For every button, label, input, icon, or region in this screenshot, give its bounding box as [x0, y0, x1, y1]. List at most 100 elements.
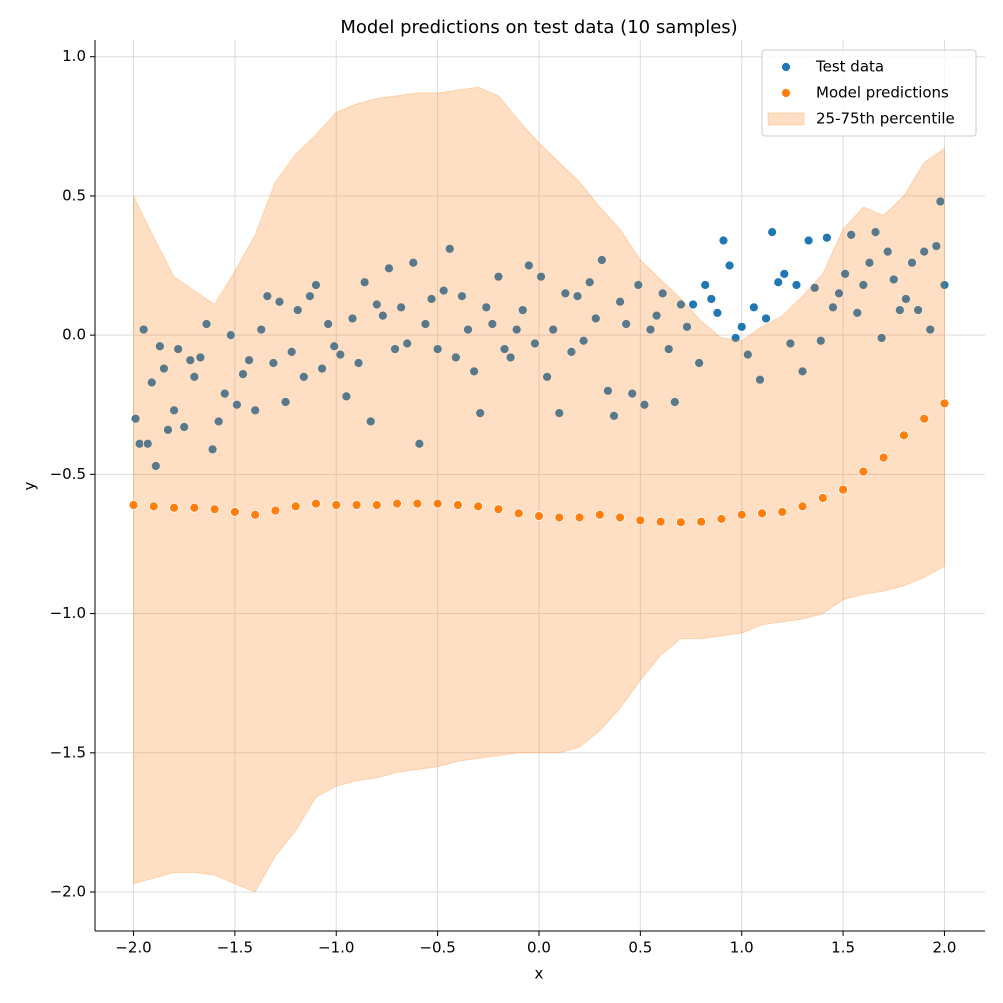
y-tick-label: −2.0: [50, 883, 86, 901]
data-point: [250, 405, 261, 416]
data-point: [718, 235, 729, 246]
data-point: [517, 305, 528, 315]
data-point: [432, 344, 443, 354]
data-point: [864, 257, 875, 268]
data-point: [755, 374, 765, 385]
data-point: [773, 277, 784, 288]
data-point: [838, 484, 848, 495]
data-point: [870, 227, 881, 238]
data-point: [189, 502, 200, 513]
data-point: [163, 424, 173, 435]
data-point: [487, 319, 498, 329]
data-point: [840, 268, 851, 279]
data-point: [696, 516, 707, 527]
data-point: [351, 500, 362, 510]
x-tick-label: −1.0: [318, 939, 354, 957]
data-point: [473, 501, 484, 512]
data-point: [657, 288, 668, 299]
data-point: [878, 452, 889, 463]
legend-box: [761, 49, 977, 137]
data-point: [724, 260, 735, 271]
data-point: [907, 257, 917, 268]
data-point: [130, 413, 141, 424]
data-point: [195, 352, 206, 363]
data-point: [138, 324, 149, 335]
legend-marker: [767, 112, 805, 126]
data-point: [834, 288, 844, 299]
data-point: [590, 313, 601, 324]
data-point: [736, 321, 747, 332]
data-point: [402, 338, 413, 349]
data-point: [229, 507, 240, 517]
data-point: [554, 408, 565, 419]
data-point: [329, 341, 340, 352]
data-point: [414, 438, 425, 449]
data-point: [244, 355, 254, 366]
data-point: [913, 305, 923, 315]
data-point: [925, 324, 936, 335]
data-point: [815, 335, 826, 346]
data-point: [493, 504, 504, 515]
data-point: [185, 355, 196, 366]
data-point: [365, 416, 376, 427]
data-point: [511, 324, 522, 335]
legend-marker: [781, 88, 791, 98]
data-point: [499, 344, 510, 354]
data-point: [475, 408, 486, 419]
data-point: [566, 346, 577, 357]
data-point: [584, 277, 595, 288]
data-point: [142, 438, 153, 449]
data-point: [682, 321, 692, 332]
data-point: [639, 399, 650, 410]
data-point: [280, 397, 291, 407]
data-point: [635, 515, 646, 526]
data-point: [712, 307, 723, 318]
data-point: [505, 352, 516, 363]
data-point: [767, 227, 778, 238]
data-point: [169, 405, 179, 416]
data-point: [817, 493, 828, 503]
data-point: [578, 335, 589, 346]
x-tick-label: 0.0: [527, 939, 551, 957]
data-point: [542, 372, 552, 382]
data-point: [716, 514, 727, 524]
data-point: [803, 235, 814, 246]
data-point: [821, 232, 832, 243]
data-point: [371, 500, 382, 510]
legend-marker: [781, 62, 791, 72]
data-point: [560, 288, 571, 299]
data-point: [189, 372, 200, 382]
data-point: [392, 498, 402, 509]
data-point: [939, 398, 950, 409]
data-point: [645, 324, 656, 335]
data-point: [209, 504, 220, 515]
data-point: [128, 500, 139, 510]
data-point: [846, 230, 857, 240]
data-point: [876, 333, 887, 343]
x-tick-label: 2.0: [933, 939, 957, 957]
x-tick-label: 1.0: [730, 939, 754, 957]
data-point: [742, 349, 753, 360]
data-point: [574, 512, 585, 523]
legend-label: Test data: [815, 58, 884, 76]
data-point: [894, 305, 905, 315]
data-point: [225, 330, 236, 341]
data-point: [939, 280, 950, 290]
legend-label: 25-75th percentile: [816, 110, 955, 128]
data-point: [828, 302, 838, 313]
data-point: [146, 377, 157, 388]
data-point: [256, 324, 267, 335]
data-point: [452, 500, 463, 510]
data-point: [317, 363, 327, 374]
data-point: [534, 511, 544, 522]
data-point: [785, 338, 796, 349]
data-point: [655, 516, 666, 527]
data-point: [797, 501, 808, 512]
data-point: [173, 344, 184, 354]
data-point: [919, 246, 930, 257]
y-tick-label: 0.0: [62, 326, 86, 344]
data-point: [536, 271, 546, 282]
data-point: [426, 294, 437, 304]
data-point: [457, 291, 467, 302]
